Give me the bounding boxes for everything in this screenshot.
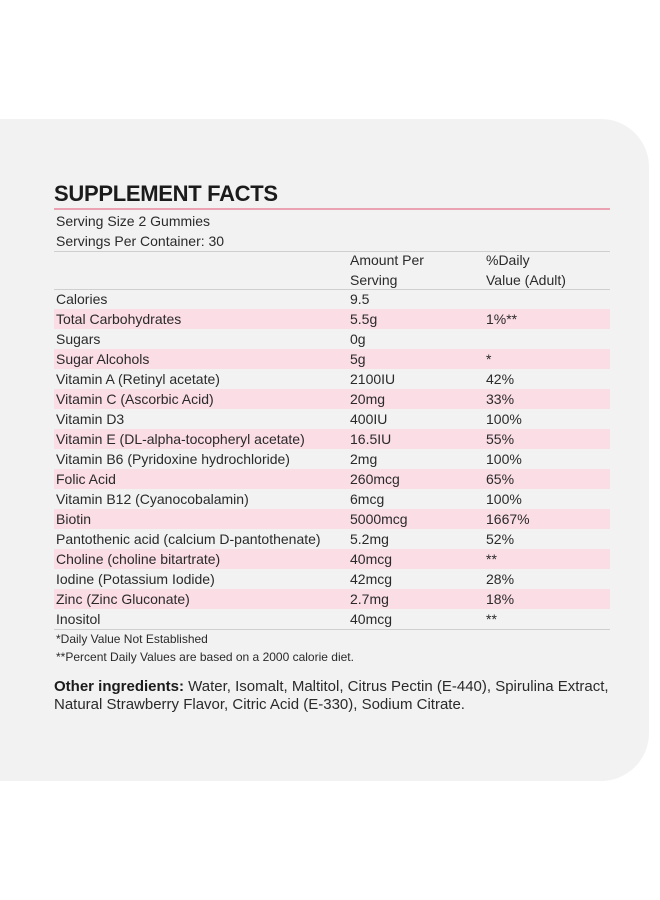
serving-size: Serving Size 2 Gummies	[56, 213, 211, 229]
nutrient-table: Calories 9.5 Total Carbohydrates 5.5g 1%** Su…	[54, 289, 610, 629]
amount-per-serving: 2100IU	[350, 371, 396, 387]
daily-value-header-line2: Value (Adult)	[486, 272, 566, 288]
daily-value: 55%	[486, 431, 515, 447]
table-row: Total Carbohydrates 5.5g 1%**	[54, 309, 610, 329]
nutrient-name: Total Carbohydrates	[56, 311, 182, 327]
servings-per-container: Servings Per Container: 30	[56, 233, 225, 249]
table-bottom-divider	[54, 629, 610, 630]
nutrient-name: Inositol	[56, 611, 101, 627]
nutrient-name: Vitamin E (DL-alpha-tocopheryl acetate)	[56, 431, 305, 447]
table-row: Choline (choline bitartrate) 40mcg **	[54, 549, 610, 569]
daily-value: 65%	[486, 471, 515, 487]
daily-value: *	[486, 351, 492, 367]
other-ingredients-text: Water, Isomalt, Maltitol, Citrus Pectin …	[54, 678, 609, 713]
amount-per-serving: 42mcg	[350, 571, 393, 587]
table-row: Vitamin A (Retinyl acetate) 2100IU 42%	[54, 369, 610, 389]
amount-per-serving: 2mg	[350, 451, 378, 467]
amount-header-line2: Serving	[350, 272, 398, 288]
table-row: Sugars 0g	[54, 329, 610, 349]
nutrient-name: Vitamin D3	[56, 411, 125, 427]
nutrient-name: Choline (choline bitartrate)	[56, 551, 221, 567]
daily-value: 100%	[486, 411, 522, 427]
amount-per-serving: 5g	[350, 351, 366, 367]
header-divider	[54, 289, 610, 290]
nutrient-name: Sugar Alcohols	[56, 351, 150, 367]
daily-value: 28%	[486, 571, 515, 587]
table-row: Pantothenic acid (calcium D-pantothenate…	[54, 529, 610, 549]
panel-title: SUPPLEMENT FACTS	[54, 181, 278, 206]
title-divider	[54, 208, 610, 210]
table-row: Inositol 40mcg **	[54, 609, 610, 629]
table-row: Calories 9.5	[54, 289, 610, 309]
table-row: Sugar Alcohols 5g *	[54, 349, 610, 369]
nutrient-name: Calories	[56, 291, 108, 307]
daily-value: 52%	[486, 531, 515, 547]
table-row: Vitamin D3 400IU 100%	[54, 409, 610, 429]
amount-per-serving: 40mcg	[350, 551, 393, 567]
amount-per-serving: 400IU	[350, 411, 388, 427]
table-row: Vitamin B6 (Pyridoxine hydrochloride) 2mg…	[54, 449, 610, 469]
table-row: Iodine (Potassium Iodide) 42mcg 28%	[54, 569, 610, 589]
nutrient-name: Vitamin C (Ascorbic Acid)	[56, 391, 214, 407]
nutrient-name: Vitamin B12 (Cyanocobalamin)	[56, 491, 249, 507]
table-row: Folic Acid 260mcg 65%	[54, 469, 610, 489]
daily-value: 1667%	[486, 511, 530, 527]
daily-value: 33%	[486, 391, 515, 407]
daily-value-header-line1: %Daily	[486, 252, 530, 268]
amount-per-serving: 5.5g	[350, 311, 378, 327]
nutrient-name: Vitamin B6 (Pyridoxine hydrochloride)	[56, 451, 290, 467]
daily-value: **	[486, 611, 497, 627]
daily-value: 42%	[486, 371, 515, 387]
amount-per-serving: 20mg	[350, 391, 386, 407]
amount-per-serving: 16.5IU	[350, 431, 392, 447]
amount-per-serving: 5.2mg	[350, 531, 389, 547]
footnote-percent-daily: **Percent Daily Values are based on a 20…	[56, 650, 354, 664]
amount-header-line1: Amount Per	[350, 252, 424, 268]
nutrient-name: Folic Acid	[56, 471, 116, 487]
amount-per-serving: 6mcg	[350, 491, 385, 507]
table-row: Biotin 5000mcg 1667%	[54, 509, 610, 529]
amount-per-serving: 260mcg	[350, 471, 400, 487]
daily-value: **	[486, 551, 497, 567]
table-row: Vitamin C (Ascorbic Acid) 20mg 33%	[54, 389, 610, 409]
serving-divider	[54, 251, 610, 252]
nutrient-name: Pantothenic acid (calcium D-pantothenate…	[56, 531, 321, 547]
nutrient-name: Zinc (Zinc Gluconate)	[56, 591, 190, 607]
amount-per-serving: 5000mcg	[350, 511, 408, 527]
other-ingredients: Other ingredients: Water, Isomalt, Malti…	[54, 678, 610, 714]
nutrient-name: Vitamin A (Retinyl acetate)	[56, 371, 220, 387]
amount-per-serving: 40mcg	[350, 611, 393, 627]
nutrient-name: Sugars	[56, 331, 101, 347]
table-row: Zinc (Zinc Gluconate) 2.7mg 18%	[54, 589, 610, 609]
supplement-facts-card: SUPPLEMENT FACTS Serving Size 2 Gummies …	[0, 119, 649, 781]
daily-value: 18%	[486, 591, 515, 607]
table-row: Vitamin B12 (Cyanocobalamin) 6mcg 100%	[54, 489, 610, 509]
table-row: Vitamin E (DL-alpha-tocopheryl acetate) 1…	[54, 429, 610, 449]
other-ingredients-label: Other ingredients:	[54, 678, 185, 695]
amount-per-serving: 9.5	[350, 291, 370, 307]
nutrient-name: Iodine (Potassium Iodide)	[56, 571, 215, 587]
daily-value: 100%	[486, 451, 522, 467]
daily-value: 1%**	[486, 311, 518, 327]
amount-per-serving: 2.7mg	[350, 591, 389, 607]
nutrient-name: Biotin	[56, 511, 92, 527]
daily-value: 100%	[486, 491, 522, 507]
amount-per-serving: 0g	[350, 331, 366, 347]
footnote-daily-value: *Daily Value Not Established	[56, 632, 208, 646]
